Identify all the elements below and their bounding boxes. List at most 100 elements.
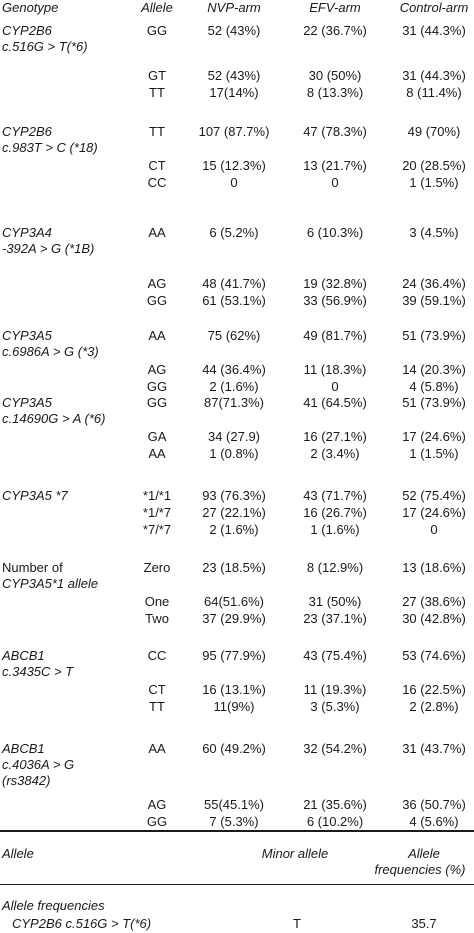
cell-ctrl: 2 (2.8%) [409, 699, 459, 714]
cell-allele: Two [145, 611, 169, 626]
cell-nvp: 60 (49.2%) [202, 741, 266, 756]
cell-nvp: 11(9%) [213, 699, 255, 714]
cell-allele: GT [147, 68, 167, 83]
footer-section-label: Allele frequencies [2, 898, 105, 913]
genotype-label: CYP3A5 *7 [2, 488, 68, 503]
cell-ctrl: 51 (73.9%) [402, 328, 466, 343]
cell-nvp: 52 (43%) [207, 23, 261, 38]
cell-allele: AA [148, 741, 166, 756]
cell-efv: 22 (36.7%) [303, 23, 367, 38]
cell-nvp: 64(51.6%) [204, 594, 264, 609]
cell-nvp: 75 (62%) [207, 328, 261, 343]
cell-efv: 43 (71.7%) [303, 488, 367, 503]
cell-nvp: 15 (12.3%) [202, 158, 266, 173]
cell-nvp: 23 (18.5%) [202, 560, 266, 575]
cell-allele: CC [147, 648, 167, 663]
header-genotype: Genotype [2, 0, 59, 15]
cell-allele: CT [148, 158, 166, 173]
cell-efv: 11 (19.3%) [303, 682, 367, 697]
cell-nvp: 87(71.3%) [204, 395, 264, 410]
cell-nvp: 1 (0.8%) [209, 446, 259, 461]
cell-ctrl: 3 (4.5%) [409, 225, 459, 240]
footer-freq-header-line2: frequencies (%) [374, 862, 466, 877]
cell-efv: 47 (78.3%) [303, 124, 367, 139]
cell-ctrl: 14 (20.3%) [402, 362, 466, 377]
genotype-label: ABCB1 [2, 648, 45, 663]
cell-allele: GG [146, 23, 168, 38]
cell-ctrl: 39 (59.1%) [402, 293, 466, 308]
cell-allele: AA [148, 328, 166, 343]
cell-efv: 3 (5.3%) [310, 699, 360, 714]
cell-ctrl: 53 (74.6%) [402, 648, 466, 663]
cell-efv: 33 (56.9%) [303, 293, 367, 308]
cell-allele: *1/*1 [142, 488, 172, 503]
footer-minor-allele-header: Minor allele [261, 846, 329, 861]
cell-nvp: 52 (43%) [207, 68, 261, 83]
cell-allele: AG [147, 797, 167, 812]
cell-allele: TT [149, 85, 165, 100]
header-efv-arm: EFV-arm [309, 0, 361, 15]
cell-nvp: 16 (13.1%) [202, 682, 266, 697]
cell-ctrl: 8 (11.4%) [406, 85, 462, 100]
cell-efv: 16 (27.1%) [303, 429, 367, 444]
cell-ctrl: 31 (44.3%) [402, 68, 466, 83]
cell-nvp: 37 (29.9%) [202, 611, 266, 626]
cell-ctrl: 27 (38.6%) [402, 594, 466, 609]
genotype-label: CYP2B6 [2, 124, 52, 139]
genotype-label: (rs3842) [2, 773, 51, 788]
cell-nvp: 34 (27.9) [207, 429, 261, 444]
cell-nvp: 61 (53.1%) [202, 293, 266, 308]
cell-nvp: 107 (87.7%) [198, 124, 270, 139]
cell-ctrl: 4 (5.8%) [409, 379, 459, 394]
genotype-label: c.14690G > A (*6) [2, 411, 106, 426]
header-nvp-arm: NVP-arm [207, 0, 261, 15]
genotype-label: Number of [2, 560, 63, 575]
cell-efv: 49 (81.7%) [303, 328, 367, 343]
cell-nvp: 55(45.1%) [204, 797, 264, 812]
cell-allele: GG [146, 379, 168, 394]
cell-efv: 30 (50%) [308, 68, 362, 83]
cell-ctrl: 31 (44.3%) [402, 23, 466, 38]
cell-ctrl: 52 (75.4%) [402, 488, 466, 503]
genotype-label: c.4036A > G [2, 757, 75, 772]
cell-efv: 0 [331, 379, 339, 394]
cell-efv: 1 (1.6%) [310, 522, 360, 537]
cell-allele: AG [147, 276, 167, 291]
cell-ctrl: 13 (18.6%) [402, 560, 466, 575]
cell-nvp: 48 (41.7%) [202, 276, 266, 291]
cell-efv: 19 (32.8%) [303, 276, 367, 291]
cell-ctrl: 17 (24.6%) [402, 429, 466, 444]
cell-ctrl: 1 (1.5%) [409, 446, 459, 461]
cell-allele: AA [148, 225, 166, 240]
genotype-label: CYP3A5 [2, 395, 52, 410]
header-allele: Allele [141, 0, 173, 15]
cell-efv: 2 (3.4%) [310, 446, 360, 461]
cell-efv: 6 (10.2%) [306, 814, 364, 829]
footer-rule [0, 884, 474, 885]
cell-efv: 31 (50%) [308, 594, 362, 609]
cell-allele: GG [146, 395, 168, 410]
cell-allele: AA [148, 446, 166, 461]
genotype-label: ABCB1 [2, 741, 45, 756]
cell-efv: 11 (18.3%) [303, 362, 367, 377]
cell-efv: 32 (54.2%) [303, 741, 367, 756]
cell-ctrl: 51 (73.9%) [402, 395, 466, 410]
cell-ctrl: 30 (42.8%) [402, 611, 466, 626]
cell-allele: *7/*7 [142, 522, 172, 537]
cell-nvp: 0 [230, 175, 238, 190]
cell-allele: One [144, 594, 170, 609]
cell-allele: Zero [143, 560, 171, 575]
cell-efv: 0 [331, 175, 339, 190]
cell-ctrl: 0 [430, 522, 438, 537]
cell-allele: CC [147, 175, 167, 190]
cell-nvp: 93 (76.3%) [202, 488, 266, 503]
cell-ctrl: 20 (28.5%) [402, 158, 466, 173]
cell-nvp: 6 (5.2%) [209, 225, 259, 240]
cell-efv: 8 (12.9%) [306, 560, 364, 575]
cell-nvp: 44 (36.4%) [202, 362, 266, 377]
footer-row-minor-allele: T [293, 916, 301, 931]
footer-freq-header-line1: Allele [408, 846, 440, 861]
cell-nvp: 2 (1.6%) [209, 522, 259, 537]
cell-efv: 8 (13.3%) [306, 85, 364, 100]
cell-efv: 13 (21.7%) [303, 158, 367, 173]
